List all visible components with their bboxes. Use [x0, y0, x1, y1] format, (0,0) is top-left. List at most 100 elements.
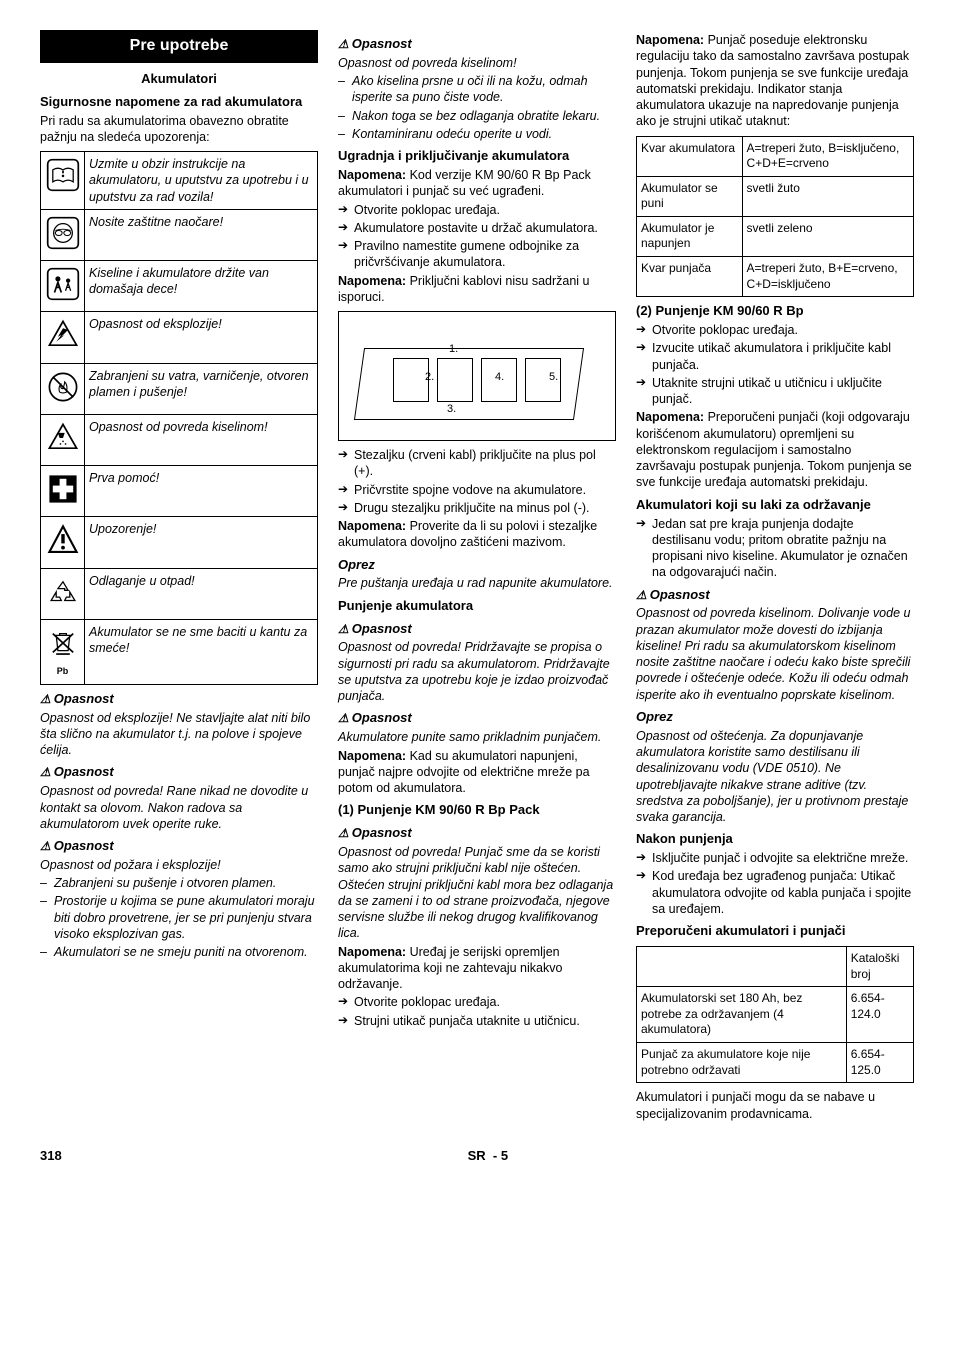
section-heading: Akumulatori	[40, 71, 318, 88]
icon-goggles	[41, 209, 85, 260]
note-1: Napomena: Kod verzije KM 90/60 R Bp Pack…	[338, 167, 616, 200]
list-item: Drugu stezaljku priključite na minus pol…	[354, 500, 616, 516]
banner-title: Pre upotrebe	[40, 30, 318, 63]
note-4: Napomena: Kad su akumulatori napunjeni, …	[338, 748, 616, 797]
list-item: Otvorite poklopac uređaja.	[354, 202, 616, 218]
subhead-charging: Punjenje akumulatora	[338, 598, 616, 615]
table-cell: Kvar akumulatora	[637, 136, 743, 176]
icon-warning	[41, 517, 85, 568]
table-cell: Akumulator se puni	[637, 176, 743, 216]
list-item: Kontaminiranu odeću operite u vodi.	[352, 126, 616, 142]
danger-text-c2-1: Opasnost od povreda kiselinom!	[338, 55, 616, 71]
subhead-install: Ugradnja i priključivanje akumulatora	[338, 148, 616, 165]
danger-text-c2-3: Akumulatore punite samo prikladnim punja…	[338, 729, 616, 745]
note-c3-1: Napomena: Punjač poseduje elektronsku re…	[636, 32, 914, 130]
table-header: Kataloški broj	[846, 947, 913, 987]
table-cell	[637, 947, 847, 987]
table-cell: svetli žuto	[742, 176, 913, 216]
caution-heading-c2: Oprez	[338, 557, 616, 574]
danger-heading-1: ⚠Opasnost	[40, 691, 318, 708]
danger-heading-c2-2: ⚠Opasnost	[338, 621, 616, 638]
list-item: Prostorije u kojima se pune akumulatori …	[54, 893, 318, 942]
warn-text-0: Uzmite u obzir instrukcije na akumulator…	[85, 152, 318, 210]
warn-text-9: Akumulator se ne sme baciti u kantu za s…	[85, 619, 318, 684]
table-cell: Akumulator je napunjen	[637, 216, 743, 256]
list-item: Ako kiselina prsne u oči ili na kožu, od…	[352, 73, 616, 106]
icon-recycle	[41, 568, 85, 619]
danger-text-3: Opasnost od požara i eksplozije!	[40, 857, 318, 873]
danger-text-c2-2: Opasnost od povreda! Pridržavajte se pro…	[338, 639, 616, 704]
warn-text-3: Opasnost od eksplozije!	[85, 312, 318, 363]
list-item: Utaknite strujni utikač u utičnicu i ukl…	[652, 375, 914, 408]
table-cell: A=treperi žuto, B+E=crveno, C+D=isključe…	[742, 257, 913, 297]
after-charge-steps: Isključite punjač i odvojite sa električ…	[636, 850, 914, 917]
diagram-num-4: 4.	[495, 370, 504, 384]
warn-text-5: Opasnost od povreda kiselinom!	[85, 414, 318, 465]
icon-no-trash: Pb	[41, 619, 85, 684]
warn-text-7: Upozorenje!	[85, 517, 318, 568]
danger-list-3: Zabranjeni su pušenje i otvoren plamen. …	[40, 875, 318, 960]
diagram-num-5: 5.	[549, 370, 558, 384]
list-item: Zabranjeni su pušenje i otvoren plamen.	[54, 875, 318, 891]
recommended-table: Kataloški broj Akumulatorski set 180 Ah,…	[636, 946, 914, 1083]
list-item: Nakon toga se bez odlaganja obratite lek…	[352, 108, 616, 124]
list-item: Jedan sat pre kraja punjenja dodajte des…	[652, 516, 914, 581]
danger-heading-c2-1: ⚠Opasnost	[338, 36, 616, 53]
maint-steps: Jedan sat pre kraja punjenja dodajte des…	[636, 516, 914, 581]
pb-label: Pb	[43, 666, 82, 678]
table-cell: 6.654-124.0	[846, 987, 913, 1043]
note-c3-2: Napomena: Preporučeni punjači (koji odgo…	[636, 409, 914, 490]
charging-steps-1: Otvorite poklopac uređaja. Strujni utika…	[338, 994, 616, 1029]
warn-text-6: Prva pomoć!	[85, 466, 318, 517]
outro-text: Akumulatori i punjači mogu da se nabave …	[636, 1089, 914, 1122]
danger-heading-2: ⚠Opasnost	[40, 764, 318, 781]
danger-text-c3: Opasnost od povreda kiselinom. Dolivanje…	[636, 605, 914, 703]
list-item: Otvorite poklopac uređaja.	[354, 994, 616, 1010]
table-cell: Akumulatorski set 180 Ah, bez potrebe za…	[637, 987, 847, 1043]
table-cell: A=treperi žuto, B=isključeno, C+D+E=crve…	[742, 136, 913, 176]
list-item: Pričvrstite spojne vodove na akumulatore…	[354, 482, 616, 498]
warn-text-4: Zabranjeni su vatra, varničenje, otvoren…	[85, 363, 318, 414]
danger-text-c2-4: Opasnost od povreda! Punjač sme da se ko…	[338, 844, 616, 942]
list-item: Akumulatore postavite u držač akumulator…	[354, 220, 616, 236]
install-steps-1: Otvorite poklopac uređaja. Akumulatore p…	[338, 202, 616, 271]
subhead-easy-maint: Akumulatori koji su laki za održavanje	[636, 497, 914, 514]
footer-center: SR - 5	[468, 1148, 508, 1165]
install-steps-2: Stezaljku (crveni kabl) priključite na p…	[338, 447, 616, 516]
status-table: Kvar akumulatoraA=treperi žuto, B=isklju…	[636, 136, 914, 298]
diagram-num-1: 1.	[449, 342, 458, 356]
subhead-safety: Sigurnosne napomene za rad akumulatora	[40, 94, 318, 111]
note-5: Napomena: Uređaj je serijski opremljen a…	[338, 944, 616, 993]
danger-heading-c3: ⚠Opasnost	[636, 587, 914, 604]
subhead-after-charge: Nakon punjenja	[636, 831, 914, 848]
list-item: Otvorite poklopac uređaja.	[652, 322, 914, 338]
charging-steps-2: Otvorite poklopac uređaja. Izvucite utik…	[636, 322, 914, 407]
list-item: Izvucite utikač akumulatora i priključit…	[652, 340, 914, 373]
icon-first-aid	[41, 466, 85, 517]
diagram-num-3: 3.	[447, 402, 456, 416]
list-item: Strujni utikač punjača utaknite u utični…	[354, 1013, 616, 1029]
table-cell: Punjač za akumulatore koje nije potrebno…	[637, 1043, 847, 1083]
caution-heading-c3: Oprez	[636, 709, 914, 726]
icon-explosion	[41, 312, 85, 363]
icon-keep-away-children	[41, 261, 85, 312]
caution-text-c3: Opasnost od oštećenja. Za dopunjavanje a…	[636, 728, 914, 826]
footer-left: 318	[40, 1148, 62, 1165]
page-footer: 318 SR - 5	[40, 1148, 914, 1165]
list-item: Pravilno namestite gumene odbojnike za p…	[354, 238, 616, 271]
caution-text-c2: Pre puštanja uređaja u rad napunite akum…	[338, 575, 616, 591]
warn-text-1: Nosite zaštitne naočare!	[85, 209, 318, 260]
danger-heading-c2-3: ⚠Opasnost	[338, 710, 616, 727]
list-item: Stezaljku (crveni kabl) priključite na p…	[354, 447, 616, 480]
table-cell: svetli zeleno	[742, 216, 913, 256]
warning-table: Uzmite u obzir instrukcije na akumulator…	[40, 151, 318, 685]
list-item: Akumulatori se ne smeju puniti na otvore…	[54, 944, 318, 960]
icon-no-fire	[41, 363, 85, 414]
intro-text: Pri radu sa akumulatorima obavezno obrat…	[40, 113, 318, 146]
subhead-charging-2: (2) Punjenje KM 90/60 R Bp	[636, 303, 914, 320]
list-item: Kod uređaja bez ugrađenog punjača: Utika…	[652, 868, 914, 917]
battery-diagram: 1. 2. 3. 4. 5.	[338, 311, 616, 441]
danger-heading-3: ⚠Opasnost	[40, 838, 318, 855]
danger-heading-c2-4: ⚠Opasnost	[338, 825, 616, 842]
icon-manual	[41, 152, 85, 210]
